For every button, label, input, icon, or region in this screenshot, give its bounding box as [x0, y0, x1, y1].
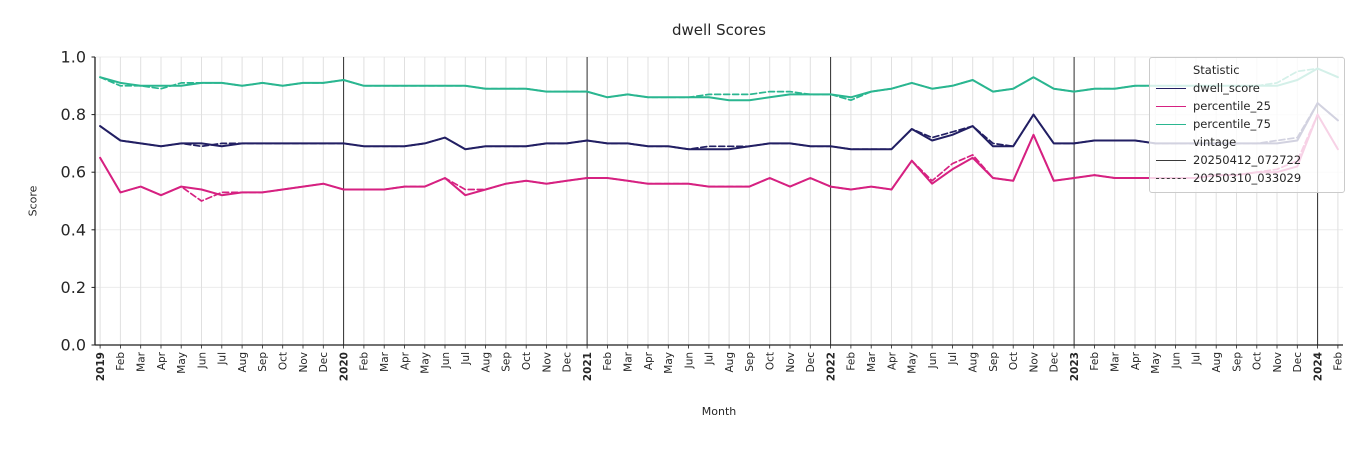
x-tick-label: Sep: [744, 352, 756, 372]
legend-item-dwell_score-label: dwell_score: [1193, 81, 1260, 95]
x-tick-labels: 2019 Feb Mar Apr May Jun Jul Aug Sep Oct Nov Dec 202…: [95, 345, 1345, 381]
x-tick-label: Jul: [947, 352, 959, 366]
x-tick-label: May: [907, 352, 919, 374]
x-tick-label: Oct: [1008, 352, 1020, 370]
legend-item-vintage-20250412_072722-label: 20250412_072722: [1193, 153, 1302, 167]
x-tick-label: Mar: [1110, 351, 1122, 371]
x-tick-label: Mar: [379, 351, 391, 371]
x-tick-label: Dec: [1049, 352, 1061, 373]
legend-item-dwell_score: dwell_score: [1156, 79, 1338, 97]
x-tick-label: Oct: [278, 352, 290, 370]
legend-line-sample-percentile_25: [1156, 105, 1186, 107]
legend-item-percentile_25-label: percentile_25: [1193, 99, 1271, 113]
x-tick-label: Oct: [521, 352, 533, 370]
x-tick-label: Jul: [460, 352, 472, 366]
x-tick-label: Nov: [1028, 352, 1040, 373]
x-tick-label: Jun: [440, 352, 452, 369]
y-tick-labels: 0.0 0.2 0.4 0.6 0.8 1.0: [61, 48, 95, 355]
x-tick-label: Feb: [1089, 352, 1101, 371]
y-tick-label: 0.8: [61, 105, 86, 124]
x-tick-label: Apr: [886, 351, 898, 370]
x-tick-label: Feb: [115, 352, 127, 371]
legend-line-sample-percentile_75: [1156, 123, 1186, 125]
x-tick-label: Dec: [805, 352, 817, 373]
x-tick-label: Oct: [1252, 352, 1264, 370]
series-line-percentile_75-20250412_072722: [99, 67, 1339, 102]
x-tick-label: Jun: [196, 352, 208, 369]
y-tick-label: 0.4: [61, 220, 86, 239]
x-tick-label: Feb: [602, 352, 614, 371]
x-tick-label: Feb: [846, 352, 858, 371]
x-tick-label: Apr: [643, 351, 655, 370]
legend-item-percentile_25: percentile_25: [1156, 97, 1338, 115]
x-tick-label: Jul: [704, 352, 716, 366]
x-tick-label: May: [663, 352, 675, 374]
x-tick-label: Apr: [399, 351, 411, 370]
x-tick-label: Jul: [217, 352, 229, 366]
legend-item-percentile_75-label: percentile_75: [1193, 117, 1271, 131]
chart-title: dwell Scores: [672, 21, 766, 39]
series-lines: [99, 67, 1339, 202]
y-tick-label: 0.2: [61, 278, 86, 297]
x-tick-label: Nov: [298, 352, 310, 373]
x-tick-label: Mar: [623, 351, 635, 371]
x-tick-label: Aug: [237, 352, 249, 373]
x-tick-label: Dec: [562, 352, 574, 373]
legend-title-vintage: vintage: [1193, 135, 1237, 149]
x-tick-label: Jul: [1191, 352, 1203, 366]
x-tick-label: May: [420, 352, 432, 374]
legend-title-statistic: Statistic: [1193, 63, 1240, 77]
x-tick-label: Mar: [136, 351, 148, 371]
x-tick-label: Sep: [501, 352, 513, 372]
y-axis-label: Score: [26, 185, 40, 217]
x-tick-label: Sep: [1231, 352, 1243, 372]
legend-line-sample-dwell_score: [1156, 87, 1186, 89]
x-tick-label: Mar: [866, 351, 878, 371]
x-tick-label: Apr: [1130, 351, 1142, 370]
x-tick-label: Jun: [927, 352, 939, 369]
legend-item-vintage-20250310_033029: 20250310_033029: [1156, 169, 1338, 187]
legend-item-vintage-20250412_072722: 20250412_072722: [1156, 151, 1338, 169]
x-tick-label: 2024: [1312, 352, 1324, 381]
x-tick-label: Feb: [359, 352, 371, 371]
x-tick-label: Nov: [1272, 352, 1284, 373]
x-tick-label: 2020: [338, 352, 350, 381]
x-tick-label: Nov: [541, 352, 553, 373]
legend-line-sample-vintage-dashed: [1156, 177, 1186, 179]
x-tick-label: Aug: [968, 352, 980, 373]
x-tick-label: Jun: [683, 352, 695, 369]
x-tick-label: Feb: [1333, 352, 1345, 371]
x-tick-label: Dec: [318, 352, 330, 373]
x-tick-label: May: [176, 352, 188, 374]
x-tick-label: Nov: [785, 352, 797, 373]
legend-line-sample-vintage-solid: [1156, 159, 1186, 161]
x-tick-label: Sep: [988, 352, 1000, 372]
x-tick-label: Jun: [1170, 352, 1182, 369]
y-tick-label: 0.6: [61, 163, 86, 182]
x-tick-label: May: [1150, 352, 1162, 374]
x-tick-label: 2023: [1069, 352, 1081, 381]
x-tick-label: Dec: [1292, 352, 1304, 373]
x-tick-label: 2019: [95, 352, 107, 381]
legend-item-percentile_75: percentile_75: [1156, 115, 1338, 133]
x-tick-label: 2021: [582, 352, 594, 381]
x-tick-label: 2022: [825, 352, 837, 381]
x-tick-label: Aug: [1211, 352, 1223, 373]
y-tick-label: 1.0: [61, 48, 86, 67]
series-line-dwell_score-20250412_072722: [99, 102, 1339, 151]
x-tick-label: Apr: [156, 351, 168, 370]
x-tick-label: Oct: [765, 352, 777, 370]
series-line-percentile_25-20250412_072722: [99, 113, 1339, 197]
x-axis-label: Month: [701, 405, 737, 418]
x-tick-label: Aug: [724, 352, 736, 373]
x-tick-label: Sep: [257, 352, 269, 372]
legend-item-vintage-20250310_033029-label: 20250310_033029: [1193, 171, 1302, 185]
x-tick-label: Aug: [480, 352, 492, 373]
y-tick-label: 0.0: [61, 336, 86, 355]
